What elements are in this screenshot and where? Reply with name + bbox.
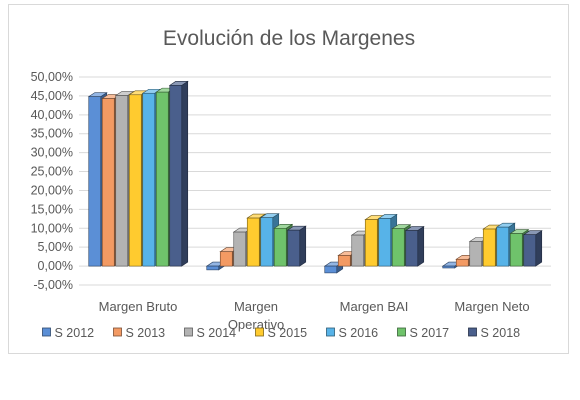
- y-tick-label: 10,00%: [31, 221, 73, 235]
- bar: [168, 80, 189, 267]
- legend-label: S 2014: [197, 326, 237, 340]
- bar: [522, 230, 543, 267]
- y-tick-label: 40,00%: [31, 108, 73, 122]
- y-tick-label: 30,00%: [31, 146, 73, 160]
- legend-swatch: [255, 327, 264, 337]
- legend-swatch: [42, 327, 51, 337]
- bar-layer: [87, 80, 543, 274]
- legend-label: S 2018: [481, 326, 521, 340]
- legend: S 2012 S 2013 S 2014 S 2015 S 2016 S 2017 S 20…: [42, 326, 521, 340]
- y-tick-label: -5,00%: [33, 278, 73, 292]
- legend-label: S 2017: [410, 326, 450, 340]
- y-tick-label: 0,00%: [38, 259, 73, 273]
- legend-label: S 2013: [126, 326, 166, 340]
- x-category-label: Margen Operativo: [228, 299, 284, 332]
- legend-item: S 2014: [184, 326, 237, 340]
- y-tick-label: 20,00%: [31, 183, 73, 197]
- legend-label: S 2016: [339, 326, 379, 340]
- legend-swatch: [397, 327, 406, 337]
- bar: [286, 225, 307, 267]
- chart-svg: Evolución de los Margenes -5,00% 0,00% 5,0…: [31, 27, 551, 340]
- legend-swatch: [326, 327, 335, 337]
- legend-item: S 2013: [113, 326, 166, 340]
- legend-item: S 2016: [326, 326, 379, 340]
- x-category-label: Margen Neto: [454, 299, 529, 314]
- y-tick-label: 5,00%: [38, 240, 73, 254]
- y-tick-label: 50,00%: [31, 70, 73, 84]
- bar: [404, 225, 425, 267]
- legend-swatch: [468, 327, 477, 337]
- legend-swatch: [113, 327, 122, 337]
- x-category-label: Margen BAI: [340, 299, 409, 314]
- chart-title: Evolución de los Margenes: [163, 27, 415, 50]
- chart-frame: Evolución de los Margenes -5,00% 0,00% 5,0…: [8, 4, 569, 354]
- legend-item: S 2018: [468, 326, 521, 340]
- legend-item: S 2015: [255, 326, 308, 340]
- legend-label: S 2012: [55, 326, 95, 340]
- legend-swatch: [184, 327, 193, 337]
- legend-item: S 2017: [397, 326, 450, 340]
- y-tick-label: 45,00%: [31, 89, 73, 103]
- y-tick-label: 25,00%: [31, 165, 73, 179]
- legend-label: S 2015: [268, 326, 308, 340]
- x-category-label: Margen Bruto: [99, 299, 178, 314]
- x-axis-categories: Margen Bruto Margen Operativo Margen BAI Mar…: [99, 299, 530, 332]
- y-tick-label: 15,00%: [31, 202, 73, 216]
- legend-item: S 2012: [42, 326, 95, 340]
- y-tick-label: 35,00%: [31, 127, 73, 141]
- y-axis-ticks: -5,00% 0,00% 5,00% 10,00% 15,00% 20,00% 25,00%…: [31, 70, 73, 292]
